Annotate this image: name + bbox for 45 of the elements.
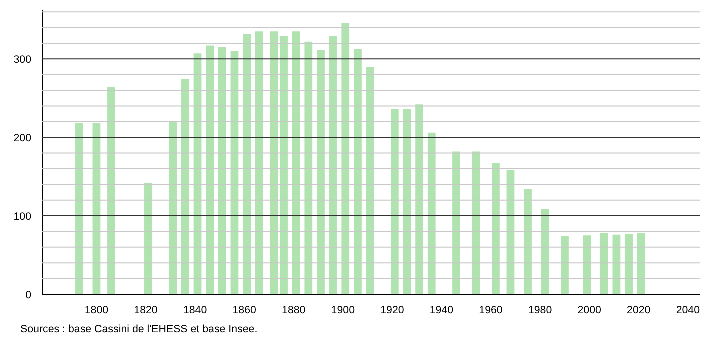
- bar: [354, 48, 362, 294]
- bar: [280, 36, 288, 294]
- x-tick-label: 2000: [578, 304, 602, 316]
- bar: [637, 233, 646, 294]
- y-tick-label: 200: [14, 132, 32, 145]
- x-tick-label: 2020: [627, 304, 651, 316]
- bar: [583, 236, 592, 294]
- bar: [270, 32, 278, 294]
- y-tick-label: 300: [14, 54, 32, 66]
- bar: [181, 80, 190, 294]
- y-tick-label: 0: [26, 290, 32, 302]
- bar: [561, 236, 569, 294]
- x-tick-label: 1820: [134, 304, 158, 316]
- x-tick-label: 2040: [676, 304, 700, 316]
- x-tick-label: 1920: [380, 304, 404, 316]
- bar: [342, 23, 350, 294]
- x-tick-label: 1860: [232, 304, 257, 316]
- bar: [317, 50, 325, 294]
- bar: [600, 233, 608, 294]
- bar: [452, 152, 460, 294]
- bar: [169, 122, 178, 294]
- bar: [218, 47, 226, 294]
- x-tick-label: 1800: [84, 304, 109, 316]
- x-tick-label: 1840: [183, 304, 208, 316]
- x-tick-label: 1880: [282, 304, 306, 316]
- bar: [292, 32, 300, 294]
- bar: [255, 32, 264, 294]
- bar: [524, 189, 532, 294]
- bar: [206, 46, 214, 294]
- source-note: Sources : base Cassini de l'EHESS et base Insee.: [20, 324, 258, 336]
- x-tick-label: 1960: [479, 304, 503, 316]
- bar: [144, 183, 152, 294]
- bar: [492, 163, 500, 294]
- bar: [625, 234, 633, 294]
- bar: [304, 42, 313, 294]
- bar: [243, 34, 251, 294]
- bar: [428, 132, 436, 294]
- bar: [108, 87, 116, 294]
- bar: [76, 123, 84, 294]
- bar: [416, 104, 424, 294]
- bar: [390, 109, 399, 294]
- x-tick-label: 1980: [528, 304, 552, 316]
- x-tick-label: 1900: [331, 304, 356, 316]
- y-tick-label: 100: [14, 211, 32, 224]
- x-tick-label: 1940: [430, 304, 454, 316]
